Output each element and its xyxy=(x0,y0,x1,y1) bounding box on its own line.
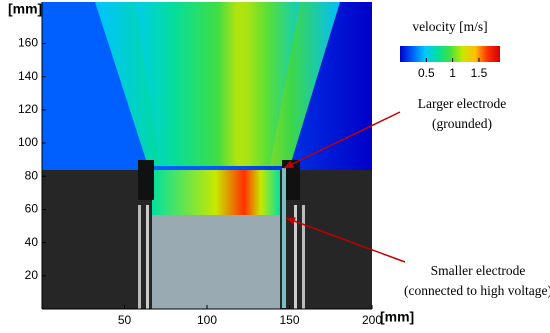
right-rod xyxy=(302,205,305,309)
x-tick-label: 150 xyxy=(279,313,299,327)
annotation-text: (grounded) xyxy=(432,116,492,131)
right-rod xyxy=(294,205,297,309)
left-electrode-block xyxy=(138,160,154,200)
colorbar-tick-label: 1 xyxy=(449,66,456,80)
y-tick-label: 120 xyxy=(18,102,38,116)
colorbar-label: velocity [m/s] xyxy=(412,19,487,34)
annotation-text: Smaller electrode xyxy=(431,263,526,278)
y-tick-label: 60 xyxy=(25,202,39,216)
electrode-edge xyxy=(282,168,286,308)
y-tick-label: 160 xyxy=(18,36,38,50)
x-tick-label: 50 xyxy=(118,313,132,327)
y-axis-label: [mm] xyxy=(8,1,42,17)
colorbar-tick-label: 0.5 xyxy=(418,66,435,80)
colorbar-tick-label: 1.5 xyxy=(471,66,488,80)
annotation-text: Larger electrode xyxy=(418,96,507,111)
left-rod xyxy=(146,205,149,309)
annotations: Larger electrode (grounded) Smaller electr… xyxy=(283,96,550,298)
y-tick-label: 100 xyxy=(18,135,38,149)
x-tick-label: 100 xyxy=(197,313,217,327)
y-tick-label: 20 xyxy=(25,268,39,282)
annotation-text: (connected to high voltage) xyxy=(404,283,550,298)
annotation-arrow xyxy=(285,217,406,263)
y-tick-label: 40 xyxy=(25,235,39,249)
right-electrode-block xyxy=(282,160,300,200)
annotation-arrowhead xyxy=(284,160,294,168)
annotation-arrow xyxy=(283,111,401,169)
annotation-arrowhead xyxy=(286,217,296,225)
x-tick-label: 200 xyxy=(362,313,382,327)
colorbar xyxy=(400,46,500,62)
plume-core xyxy=(135,2,300,166)
y-tick-label: 140 xyxy=(18,69,38,83)
y-tick-label: 80 xyxy=(25,168,39,182)
left-rod xyxy=(138,205,141,309)
velocity-field xyxy=(42,2,372,309)
x-axis-label: [mm] xyxy=(380,309,414,325)
channel-flow xyxy=(152,170,280,215)
